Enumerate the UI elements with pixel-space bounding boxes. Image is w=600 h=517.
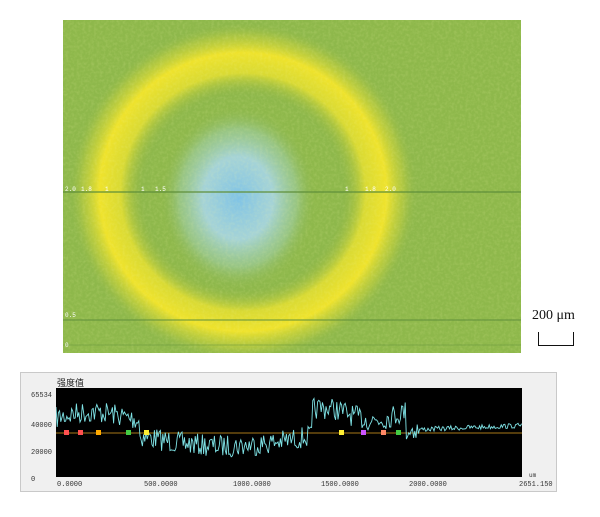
profile-plot — [56, 388, 522, 477]
overlay-label: 0 — [65, 342, 69, 349]
x-tick-label: 0.0000 — [57, 481, 83, 489]
scale-bar: 200 μm — [532, 308, 580, 350]
overlay-label: 1 — [345, 186, 349, 193]
intensity-trace — [56, 397, 522, 458]
overlay-label: 0.5 — [65, 312, 76, 319]
profile-marker — [144, 430, 149, 435]
x-tick-label: 1000.0000 — [233, 481, 271, 489]
x-tick-label: 500.0000 — [144, 481, 178, 489]
scale-bar-bracket — [538, 332, 574, 346]
overlay-label: 2.0 — [65, 186, 76, 193]
overlay-label: 1.8 — [81, 186, 92, 193]
x-tick-label: 1500.0000 — [321, 481, 359, 489]
overlay-label: 1 — [141, 186, 145, 193]
y-tick-label: 65534 — [31, 392, 53, 400]
profile-marker — [361, 430, 366, 435]
profile-marker — [96, 430, 101, 435]
profile-marker — [339, 430, 344, 435]
x-unit-label: um — [529, 472, 537, 479]
overlay-label: 1.8 — [365, 186, 376, 193]
micrograph-image: 2.0 1.8 1 1 1.5 1 1.8 2.0 0.5 0 — [63, 20, 521, 353]
profile-title: 强度值 — [57, 378, 85, 388]
y-tick-label: 20000 — [31, 449, 53, 457]
y-tick-label: 0 — [31, 476, 36, 484]
profile-marker — [126, 430, 131, 435]
profile-marker — [64, 430, 69, 435]
profile-marker — [396, 430, 401, 435]
plot-background — [56, 388, 522, 477]
profile-marker — [78, 430, 83, 435]
overlay-label: 1.5 — [155, 186, 166, 193]
overlay-label: 1 — [105, 186, 109, 193]
overlay-label: 2.0 — [385, 186, 396, 193]
profile-marker — [381, 430, 386, 435]
y-tick-label: 40000 — [31, 422, 53, 430]
scale-bar-label: 200 μm — [532, 308, 575, 323]
x-tick-label: 2000.0000 — [409, 481, 447, 489]
x-tick-label: 2651.150 — [519, 481, 553, 489]
